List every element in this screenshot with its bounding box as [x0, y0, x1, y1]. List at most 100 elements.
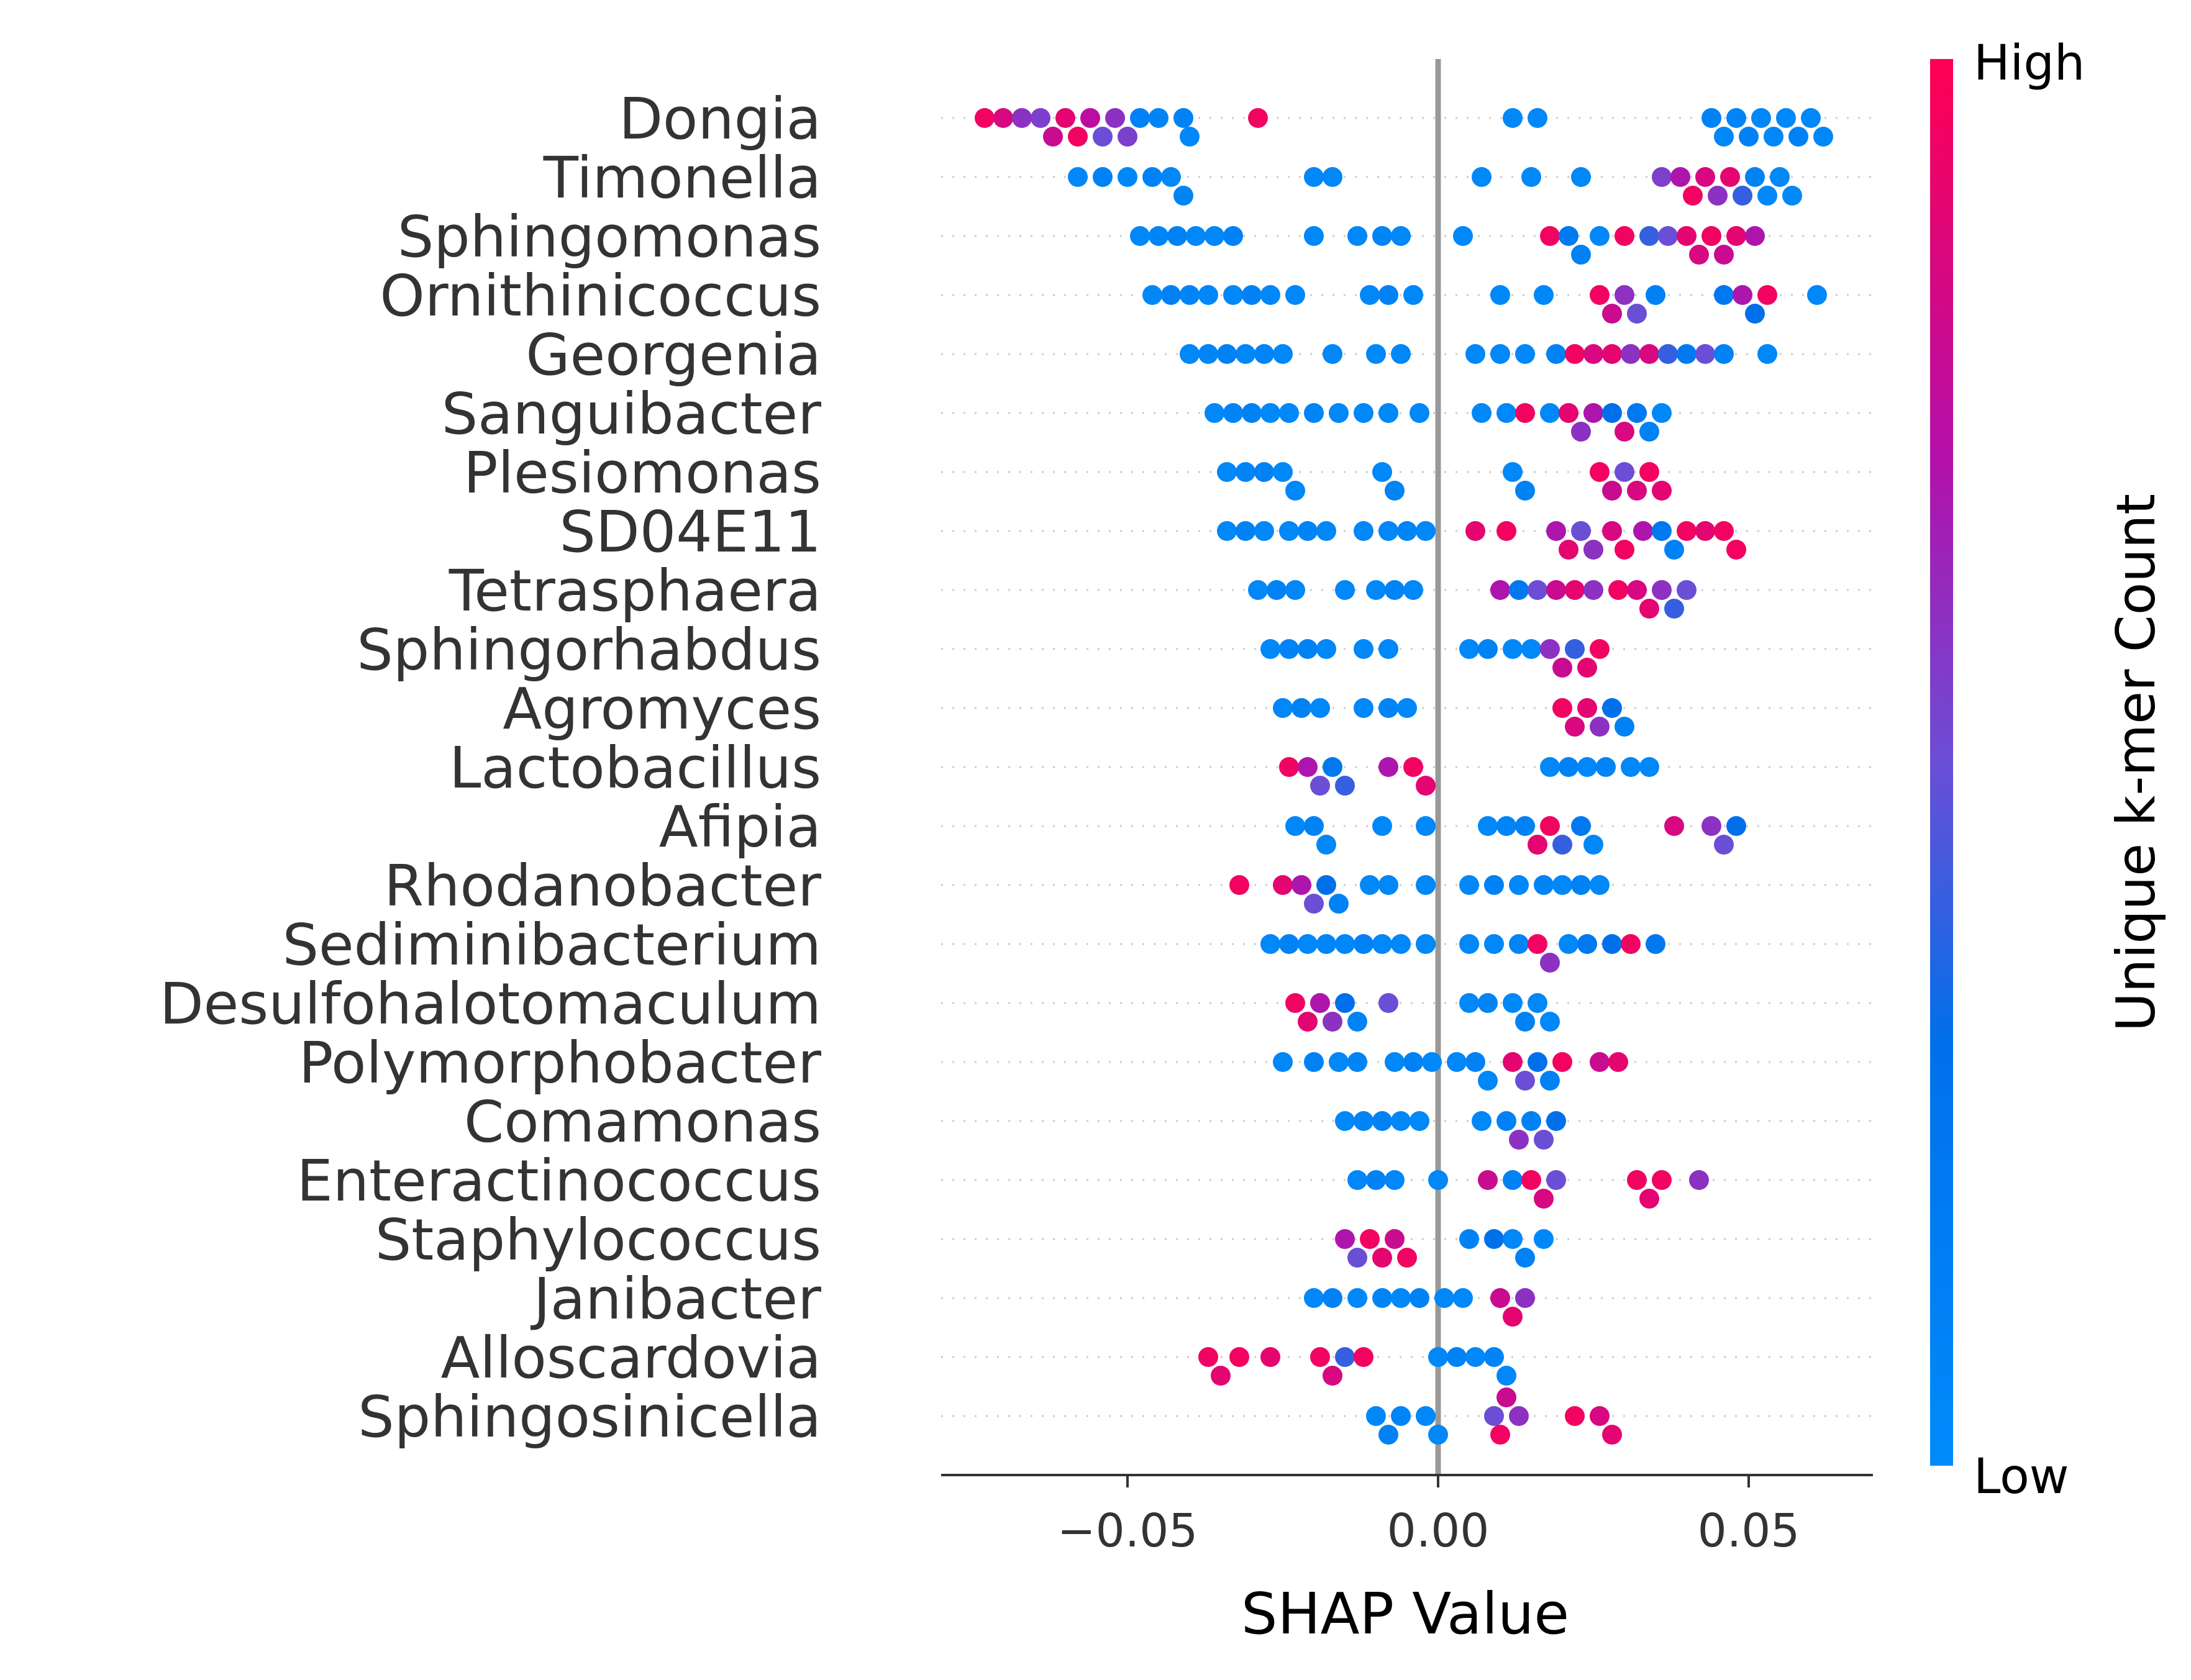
shap-point — [1807, 285, 1827, 305]
shap-point — [1285, 285, 1305, 305]
shap-point — [1378, 993, 1398, 1013]
shap-point — [1745, 226, 1765, 246]
shap-point — [1478, 639, 1498, 659]
shap-point — [1211, 1366, 1231, 1386]
shap-point — [1583, 835, 1603, 855]
shap-point — [1416, 934, 1436, 954]
shap-point — [1677, 226, 1697, 246]
shap-point — [1043, 127, 1063, 147]
shap-point — [1639, 599, 1659, 619]
shap-point — [1329, 1052, 1349, 1072]
feature-label: Comamonas — [464, 1089, 821, 1155]
shap-point — [1335, 1347, 1355, 1367]
shap-point — [1198, 344, 1218, 364]
shap-point — [1733, 285, 1752, 305]
shap-point — [1559, 226, 1578, 246]
shap-point — [1571, 167, 1591, 187]
shap-point — [1316, 934, 1336, 954]
feature-label: Sediminibacterium — [283, 912, 821, 978]
shap-point — [1615, 540, 1634, 560]
shap-point — [1068, 167, 1088, 187]
shap-point — [1403, 285, 1423, 305]
shap-point — [1447, 1347, 1467, 1367]
shap-point — [1465, 521, 1485, 541]
shap-point — [1652, 403, 1672, 423]
shap-point — [1360, 1229, 1380, 1249]
shap-point — [1335, 776, 1355, 796]
shap-point — [1540, 757, 1560, 777]
shap-point — [1496, 1111, 1516, 1131]
shap-point — [1304, 816, 1324, 836]
shap-point — [993, 108, 1013, 128]
shap-point — [1546, 344, 1566, 364]
shap-point — [1540, 1071, 1560, 1091]
shap-point — [1726, 226, 1746, 246]
shap-point — [1496, 521, 1516, 541]
shap-point — [1788, 127, 1808, 147]
shap-point — [1714, 285, 1734, 305]
shap-point — [1677, 580, 1697, 600]
shap-point — [1055, 108, 1075, 128]
shap-point — [1701, 108, 1721, 128]
shap-point — [1323, 1288, 1342, 1308]
shap-point — [1354, 1347, 1373, 1367]
shap-point — [1285, 993, 1305, 1013]
shap-point — [1428, 1425, 1448, 1445]
shap-point — [1577, 934, 1597, 954]
shap-point — [1627, 403, 1647, 423]
shap-point — [1565, 639, 1585, 659]
shap-point — [1664, 816, 1684, 836]
shap-point — [1459, 1229, 1479, 1249]
shap-point — [1186, 226, 1206, 246]
shap-point — [1372, 934, 1392, 954]
shap-point — [1590, 717, 1610, 737]
shap-point — [975, 108, 995, 128]
shap-point — [1254, 521, 1274, 541]
shap-point — [1708, 186, 1728, 206]
shap-point — [1577, 658, 1597, 678]
shap-point — [1378, 698, 1398, 718]
shap-point — [1273, 1052, 1293, 1072]
shap-point — [1639, 422, 1659, 442]
shap-point — [1646, 285, 1665, 305]
feature-label: Alloscardovia — [440, 1325, 821, 1391]
shap-point — [1459, 639, 1479, 659]
shap-point — [1484, 875, 1504, 895]
x-axis-title: SHAP Value — [1241, 1581, 1569, 1647]
shap-point — [1639, 1189, 1659, 1209]
shap-point — [1534, 1130, 1554, 1150]
shap-point — [1260, 934, 1280, 954]
shap-point — [1161, 167, 1181, 187]
shap-point — [1534, 285, 1554, 305]
shap-point — [1571, 816, 1591, 836]
shap-point — [1726, 540, 1746, 560]
shap-point — [1503, 639, 1523, 659]
shap-point — [1397, 521, 1417, 541]
shap-point — [1354, 1111, 1373, 1131]
shap-point — [1180, 344, 1200, 364]
shap-point — [1310, 993, 1330, 1013]
x-tick-label: −0.05 — [1057, 1504, 1198, 1558]
shap-point — [1559, 403, 1578, 423]
shap-point — [1813, 127, 1833, 147]
shap-point — [1378, 285, 1398, 305]
shap-point — [1534, 1229, 1554, 1249]
shap-point — [1733, 186, 1752, 206]
shap-point — [1391, 1111, 1411, 1131]
shap-point — [1279, 934, 1299, 954]
shap-point — [1608, 1052, 1628, 1072]
shap-point — [1360, 285, 1380, 305]
shap-point — [1503, 108, 1523, 128]
shap-point — [1416, 1406, 1436, 1426]
shap-point — [1490, 285, 1510, 305]
shap-point — [1180, 127, 1200, 147]
feature-label: Afipia — [659, 794, 821, 860]
shap-point — [1652, 521, 1672, 541]
shap-point — [1490, 1288, 1510, 1308]
shap-point — [1205, 403, 1224, 423]
shap-point — [1453, 1288, 1473, 1308]
shap-point — [1236, 521, 1255, 541]
shap-point — [1012, 108, 1032, 128]
shap-point — [1664, 540, 1684, 560]
shap-point — [1267, 580, 1287, 600]
